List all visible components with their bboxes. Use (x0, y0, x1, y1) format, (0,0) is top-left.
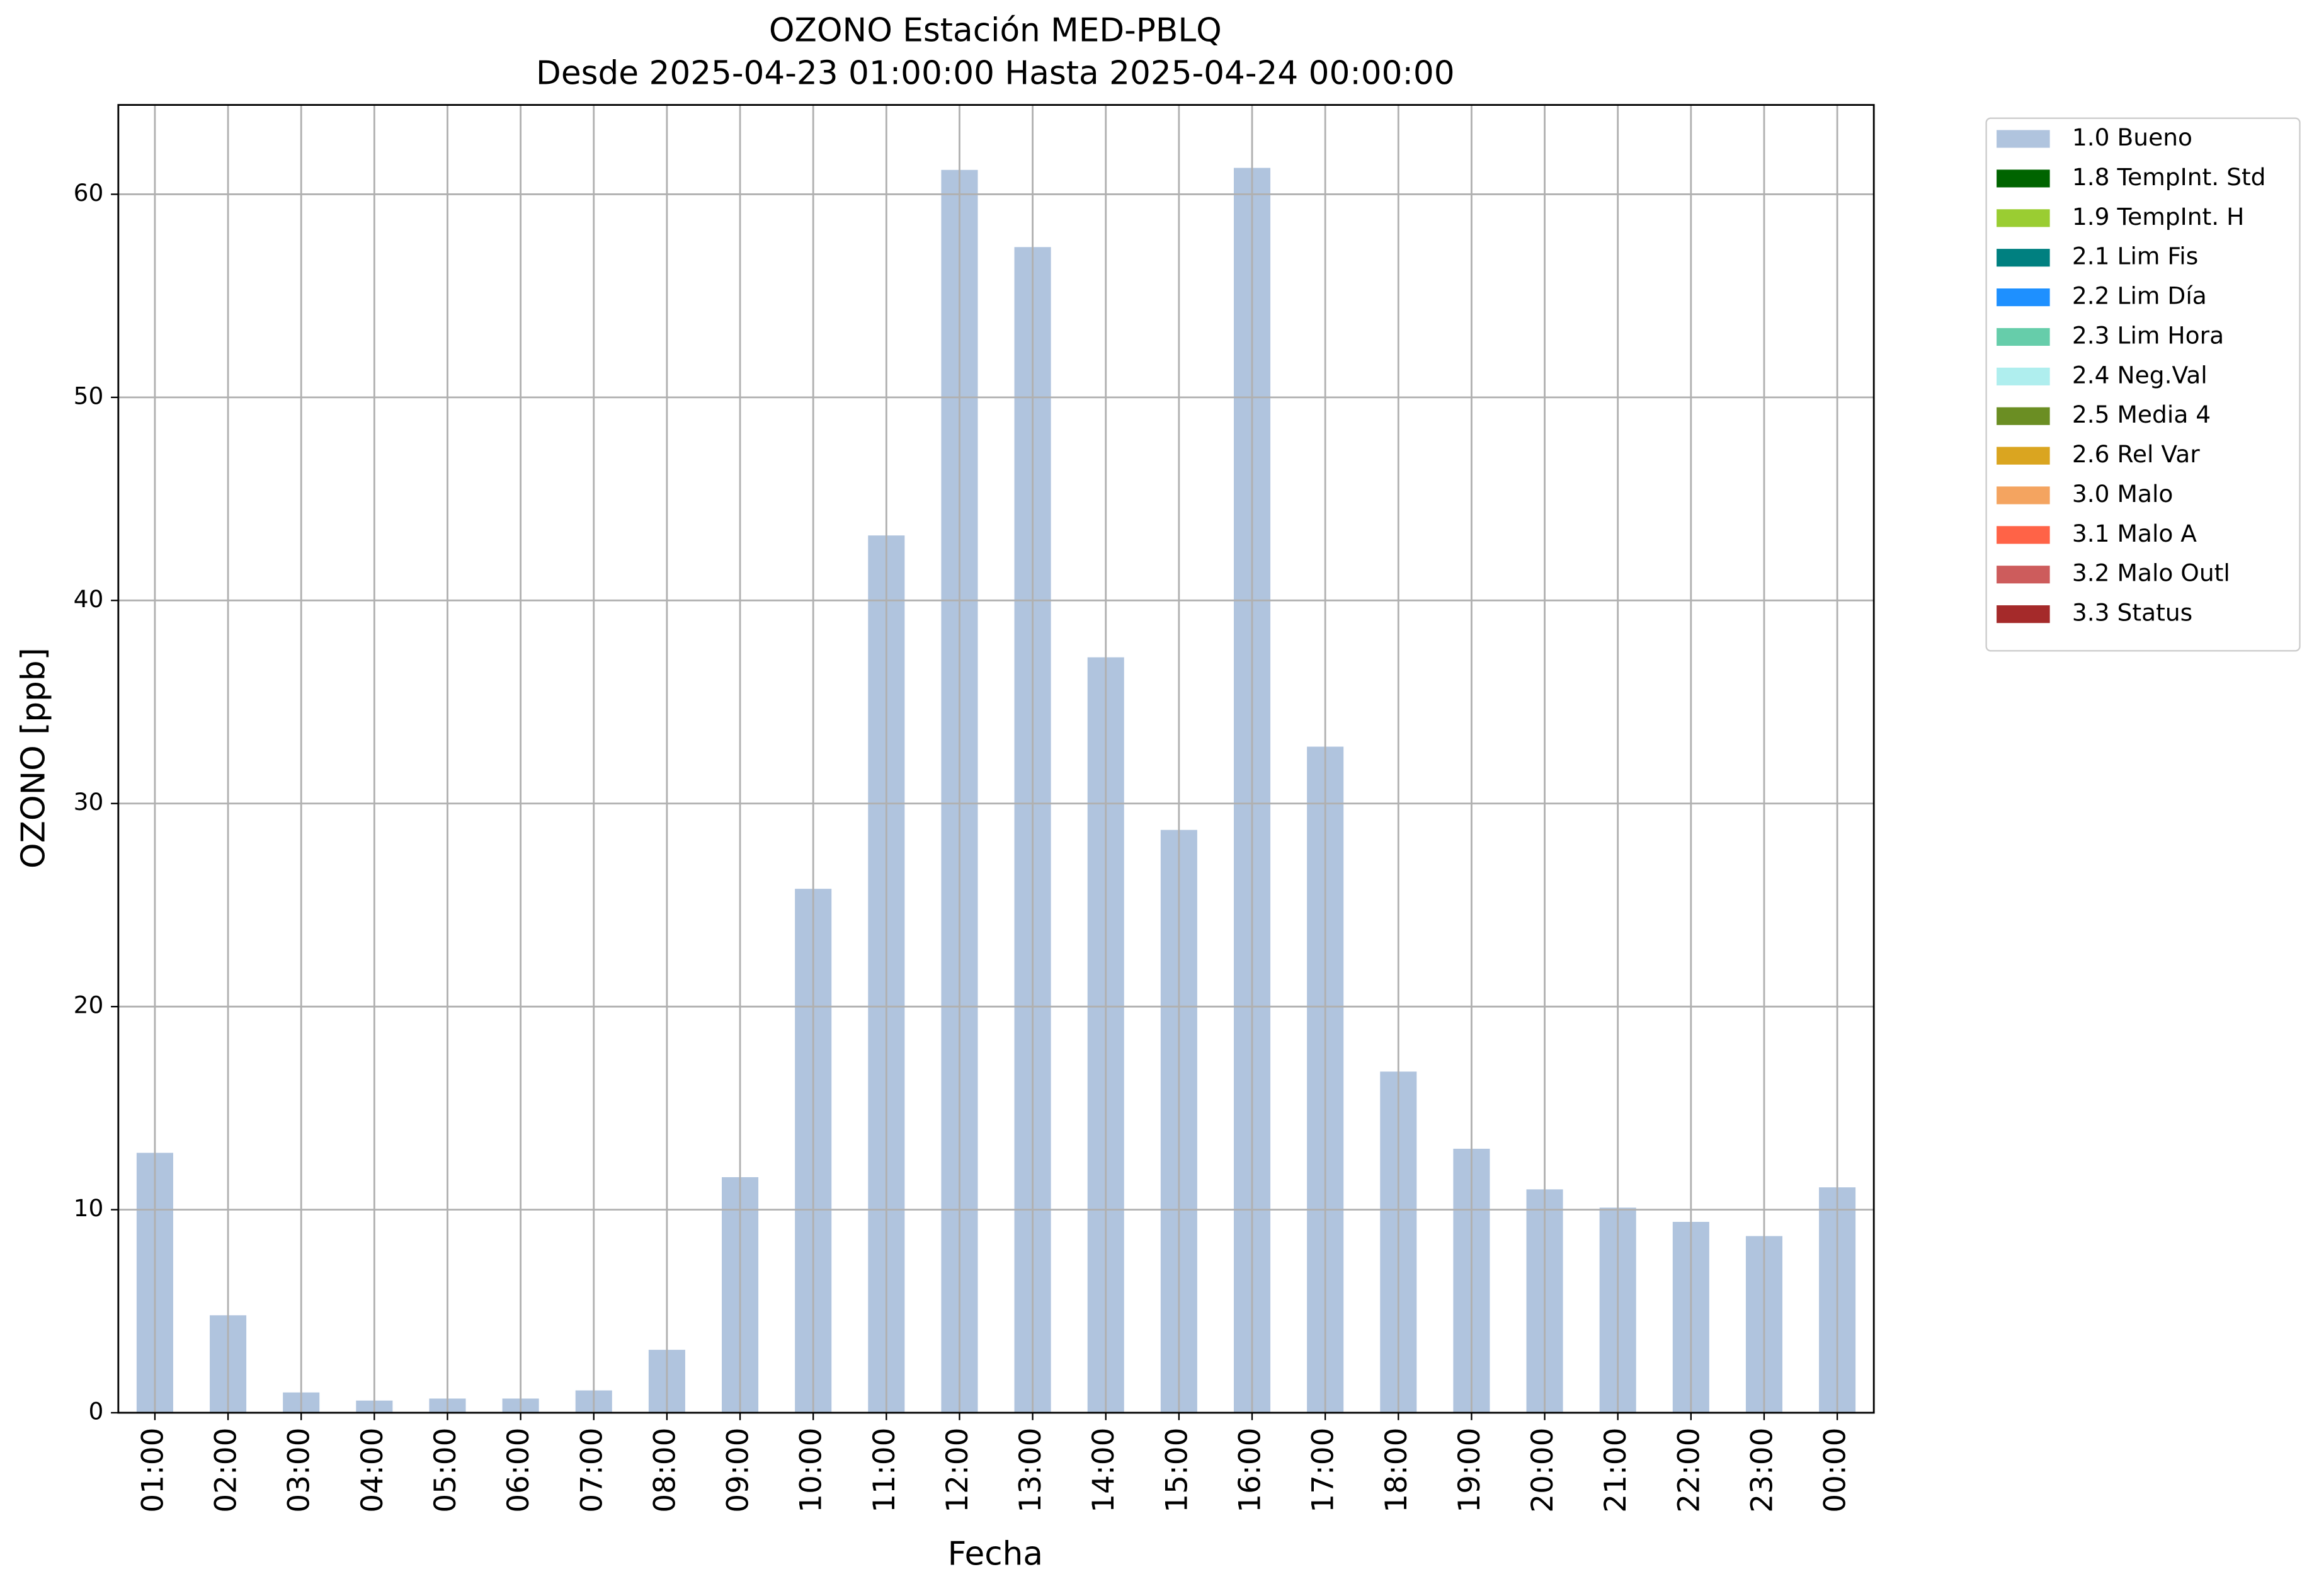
x-tick-label: 14:00 (1086, 1428, 1121, 1513)
legend-label: 1.8 TempInt. Std (2072, 163, 2266, 191)
x-tick-label: 07:00 (574, 1428, 609, 1513)
legend: 1.0 Bueno 1.8 TempInt. Std 1.9 TempInt. H 2… (1985, 117, 2301, 652)
legend-label: 2.6 Rel Var (2072, 440, 2200, 468)
legend-box (1985, 117, 2301, 652)
y-tick-label: 60 (74, 179, 104, 207)
legend-swatch (1997, 486, 2050, 504)
legend-label: 3.3 Status (2072, 599, 2192, 627)
legend-label: 3.1 Malo A (2072, 520, 2197, 547)
x-tick-label: 11:00 (867, 1428, 902, 1513)
y-axis-label: OZONO [ppb] (14, 647, 52, 869)
chart-subtitle: Desde 2025-04-23 01:00:00 Hasta 2025-04-… (536, 55, 1455, 93)
legend-swatch (1997, 130, 2050, 148)
x-tick-label: 20:00 (1525, 1428, 1560, 1513)
legend-swatch (1997, 367, 2050, 385)
y-tick-label: 50 (74, 382, 104, 409)
legend-swatch (1997, 209, 2050, 227)
axes: 0 10 20 30 40 50 60 01:00 02:00 03:00 04:00 05:00 06… (74, 104, 1875, 1513)
x-tick-label: 12:00 (940, 1428, 975, 1513)
y-tick-label: 10 (74, 1194, 104, 1222)
legend-swatch (1997, 249, 2050, 267)
plot-frame (117, 104, 1875, 1414)
legend-swatch (1997, 407, 2050, 425)
legend-label: 1.9 TempInt. H (2072, 203, 2245, 231)
legend-swatch (1997, 169, 2050, 188)
y-tick-label: 0 (88, 1398, 103, 1425)
y-tick-label: 20 (74, 991, 104, 1019)
legend-swatch (1997, 526, 2050, 544)
x-tick-label: 00:00 (1818, 1428, 1853, 1513)
legend-swatch (1997, 328, 2050, 346)
y-tick-label: 40 (74, 585, 104, 613)
legend-swatch (1997, 605, 2050, 624)
legend-label: 2.2 Lim Día (2072, 282, 2207, 310)
legend-label: 3.2 Malo Outl (2072, 559, 2230, 587)
x-tick-label: 18:00 (1379, 1428, 1414, 1513)
x-tick-label: 01:00 (135, 1428, 170, 1513)
x-tick-label: 16:00 (1233, 1428, 1267, 1513)
x-tick-label: 21:00 (1598, 1428, 1633, 1513)
x-tick-label: 17:00 (1306, 1428, 1341, 1513)
x-tick-label: 08:00 (647, 1428, 682, 1513)
legend-swatch (1997, 566, 2050, 584)
x-axis-label: Fecha (948, 1536, 1043, 1573)
x-tick-label: 03:00 (282, 1428, 317, 1513)
x-tick-label: 19:00 (1452, 1428, 1487, 1513)
y-tick-label: 30 (74, 788, 104, 816)
legend-label: 2.1 Lim Fis (2072, 242, 2198, 270)
x-tick-label: 10:00 (794, 1428, 829, 1513)
legend-label: 1.0 Bueno (2072, 123, 2192, 151)
x-tick-label: 04:00 (355, 1428, 390, 1513)
x-tick-label: 06:00 (501, 1428, 536, 1513)
x-tick-label: 02:00 (209, 1428, 244, 1513)
chart-title: OZONO Estación MED-PBLQ (769, 12, 1222, 50)
x-tick-label: 09:00 (721, 1428, 756, 1513)
x-tick-label: 13:00 (1013, 1428, 1048, 1513)
x-tick-label: 23:00 (1745, 1428, 1779, 1513)
legend-swatch (1997, 288, 2050, 307)
legend-label: 2.3 Lim Hora (2072, 321, 2224, 349)
x-tick-label: 15:00 (1160, 1428, 1194, 1513)
legend-label: 2.4 Neg.Val (2072, 361, 2208, 389)
x-tick-label: 05:00 (428, 1428, 463, 1513)
x-tick-label: 22:00 (1672, 1428, 1706, 1513)
legend-swatch (1997, 447, 2050, 465)
legend-label: 3.0 Malo (2072, 480, 2174, 508)
legend-label: 2.5 Media 4 (2072, 401, 2211, 428)
